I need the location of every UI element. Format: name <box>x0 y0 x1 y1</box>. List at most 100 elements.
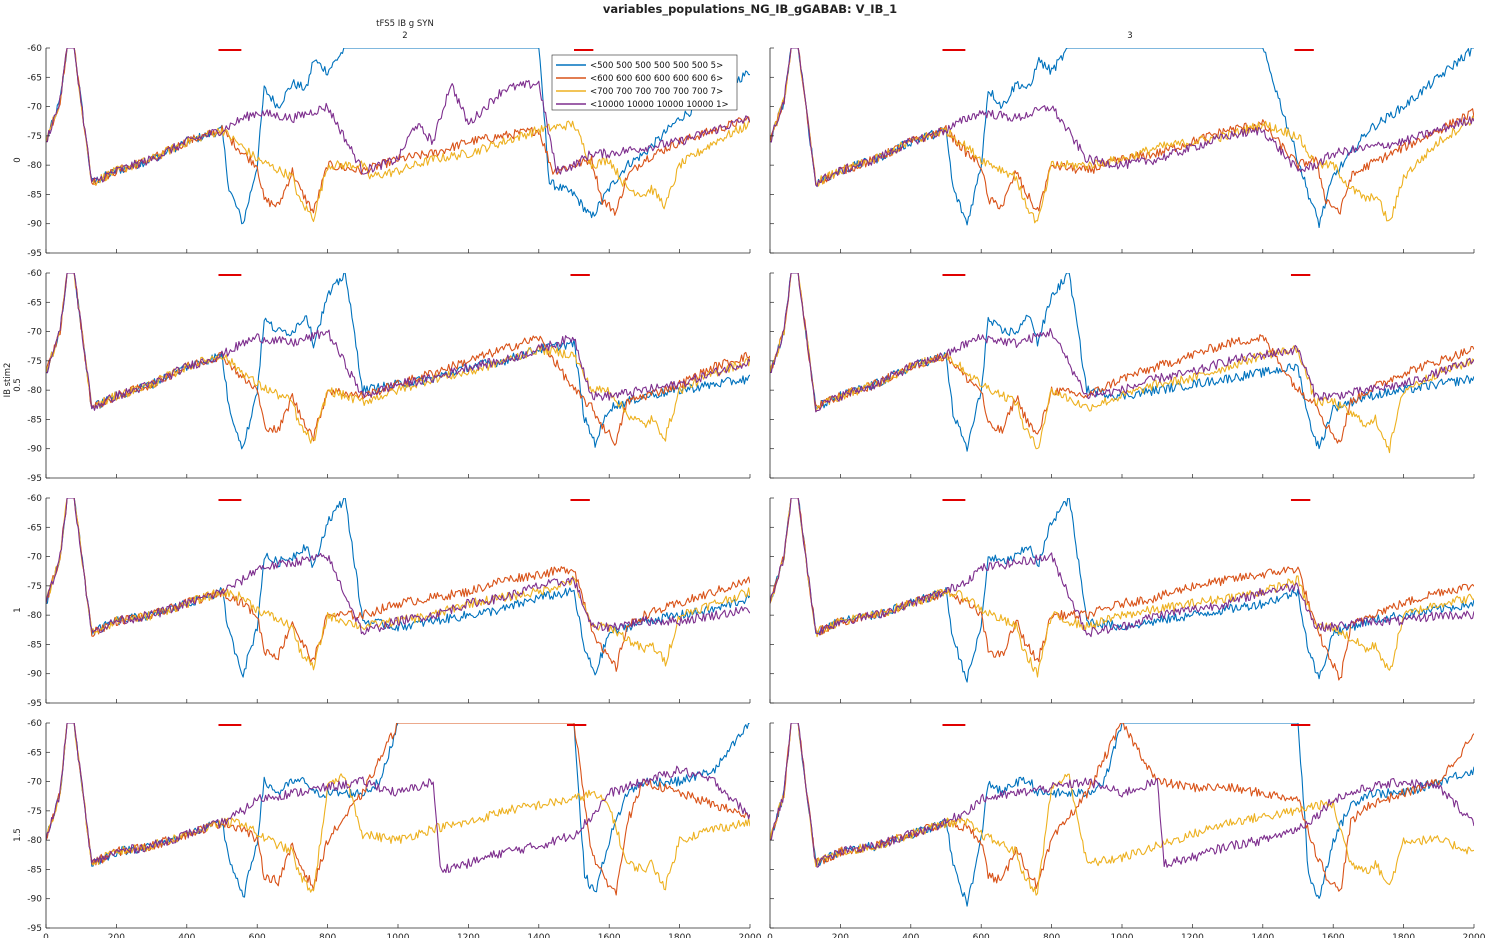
y-tick-label: -65 <box>27 73 42 83</box>
series-line-4 <box>770 498 1474 638</box>
y-tick-label: -60 <box>27 719 42 729</box>
y-tick-label: -95 <box>27 924 42 934</box>
x-tick-label: 2000 <box>739 933 762 938</box>
x-tick-label: 800 <box>1043 933 1060 938</box>
series-line-2 <box>770 273 1474 444</box>
panel-0-3 <box>769 47 1475 254</box>
x-tick-label: 1800 <box>668 933 691 938</box>
y-tick-label: -90 <box>27 220 42 230</box>
series-line-4 <box>46 273 750 411</box>
series-line-3 <box>46 273 750 444</box>
y-tick-label: -80 <box>27 836 42 846</box>
x-tick-label: 800 <box>319 933 336 938</box>
y-tick-label: -80 <box>27 161 42 171</box>
x-tick-label: 200 <box>832 933 849 938</box>
y-tick-label: -75 <box>27 132 42 142</box>
row-label-0: 0 <box>13 157 23 162</box>
y-tick-label: -75 <box>27 357 42 367</box>
y-tick-label: -60 <box>27 44 42 54</box>
x-tick-label: 1400 <box>1251 933 1274 938</box>
y-tick-label: -75 <box>27 807 42 817</box>
x-tick-label: 1600 <box>1322 933 1345 938</box>
column-group-label: tFS5 IB g SYN <box>376 19 434 29</box>
series-line-3 <box>46 723 750 893</box>
x-tick-label: 0 <box>43 933 49 938</box>
x-tick-label: 600 <box>249 933 266 938</box>
series-line-1 <box>770 48 1474 229</box>
series-line-3 <box>770 723 1474 896</box>
column-label-2: 2 <box>402 31 407 41</box>
row-label-1: 1 <box>13 607 23 612</box>
series-line-3 <box>46 48 750 223</box>
series-line-4 <box>770 48 1474 187</box>
series-line-2 <box>770 48 1474 215</box>
x-tick-label: 1000 <box>1111 933 1134 938</box>
series-line-3 <box>770 273 1474 454</box>
y-tick-label: -95 <box>27 474 42 484</box>
x-tick-label: 1400 <box>527 933 550 938</box>
figure-title: variables_populations_NG_IB_gGABAB: V_IB… <box>603 2 897 17</box>
y-tick-label: -75 <box>27 582 42 592</box>
series-line-3 <box>770 498 1474 678</box>
legend-entry-10000: <10000 10000 10000 10000 1> <box>590 100 729 110</box>
row-label-0-5: 0.5 <box>13 378 23 392</box>
x-tick-label: 2000 <box>1463 933 1486 938</box>
x-tick-label: 400 <box>178 933 195 938</box>
y-tick-label: -80 <box>27 611 42 621</box>
series-line-4 <box>46 498 750 636</box>
x-tick-label: 1200 <box>457 933 480 938</box>
y-tick-label: -65 <box>27 298 42 308</box>
series-line-1 <box>770 723 1474 907</box>
y-tick-label: -65 <box>27 523 42 533</box>
legend-entry-500: <500 500 500 500 500 500 5> <box>590 61 723 71</box>
x-tick-label: 1600 <box>598 933 621 938</box>
x-tick-label: 400 <box>902 933 919 938</box>
y-tick-label: -70 <box>27 778 42 788</box>
y-tick-label: -70 <box>27 103 42 113</box>
series-line-1 <box>770 273 1474 452</box>
series-line-4 <box>46 48 750 183</box>
panel-0-2: -95 -90 -85 -80 -75 -70 -65 -60 <box>27 44 751 259</box>
panel-grid: -95-90-85-80-75-70-65-60-95-90-85-80-75-… <box>27 44 1485 938</box>
series-line-4 <box>770 723 1474 868</box>
panel-1-2: -95 -90 -85 -80 -75 -70 -65 -60 <box>27 494 751 709</box>
series-line-3 <box>770 48 1474 224</box>
legend-box <box>551 54 738 111</box>
series-line-2 <box>46 723 750 896</box>
y-tick-label: -85 <box>27 865 42 875</box>
x-tick-label: 600 <box>973 933 990 938</box>
y-tick-label: -90 <box>27 895 42 905</box>
y-tick-label: -90 <box>27 670 42 680</box>
x-tick-label: 1800 <box>1392 933 1415 938</box>
series-line-1 <box>770 498 1474 683</box>
y-tick-label: -60 <box>27 494 42 504</box>
y-tick-label: -90 <box>27 445 42 455</box>
y-tick-label: -95 <box>27 699 42 709</box>
panel-0-5-2: -95 -90 -85 -80 -75 -70 -65 -60 <box>27 269 751 484</box>
row-label-1-5: 1.5 <box>13 828 23 842</box>
series-line-1 <box>46 273 750 450</box>
series-line-2 <box>770 498 1474 681</box>
y-tick-label: -85 <box>27 190 42 200</box>
series-line-2 <box>770 723 1474 892</box>
panel-1-5-2: -95 -90 -85 -80 -75 -70 -65 -60 0 200 400 600 800 100… <box>27 719 761 938</box>
y-tick-label: -60 <box>27 269 42 279</box>
row-group-label: IB stim2 <box>3 363 13 398</box>
y-tick-label: -80 <box>27 386 42 396</box>
y-tick-label: -85 <box>27 640 42 650</box>
y-tick-label: -85 <box>27 415 42 425</box>
legend-entry-700: <700 700 700 700 700 700 7> <box>590 87 723 97</box>
panel-0-5-3 <box>769 272 1475 479</box>
x-tick-label: 1200 <box>1181 933 1204 938</box>
series-line-2 <box>46 498 750 672</box>
panel-1-5-3: 0 200 400 600 800 1000 1200 1400 1600 1800 2000 <box>767 722 1486 938</box>
legend: <500 500 500 500 500 500 5> <600 600 600… <box>551 54 738 111</box>
y-tick-label: -70 <box>27 328 42 338</box>
panel-1-3 <box>769 497 1475 704</box>
y-tick-label: -70 <box>27 553 42 563</box>
x-tick-label: 1000 <box>387 933 410 938</box>
column-label-3: 3 <box>1127 31 1132 41</box>
legend-entry-600: <600 600 600 600 600 600 6> <box>590 74 723 84</box>
series-line-2 <box>46 273 750 446</box>
y-tick-label: -65 <box>27 748 42 758</box>
